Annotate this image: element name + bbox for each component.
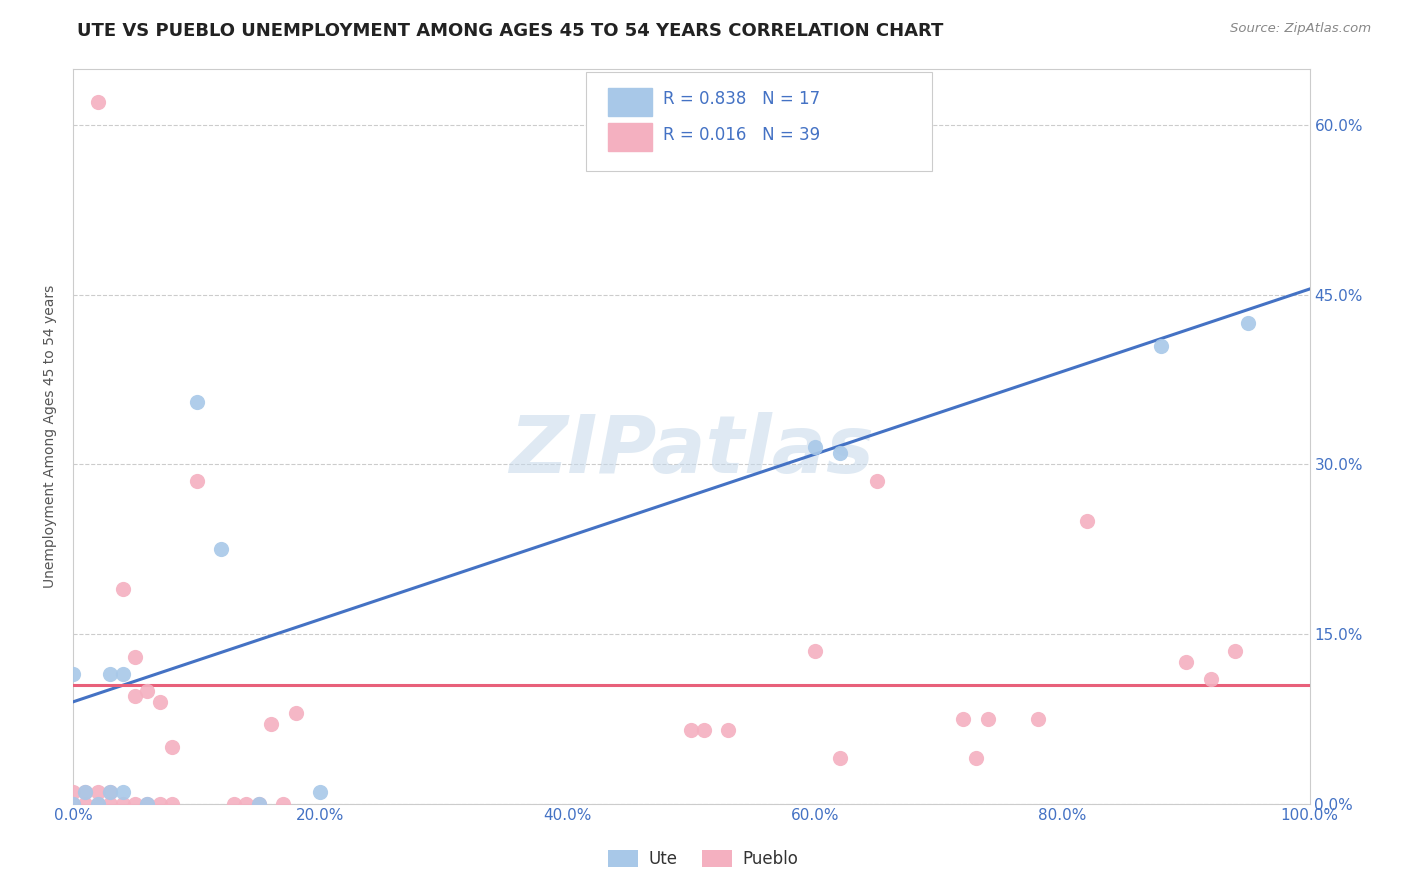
Point (98, 797, 121, 811)
Point (87, 797, 110, 811)
Point (828, 751, 851, 765)
Point (149, 695, 172, 709)
Point (98, 785, 121, 799)
Y-axis label: Unemployment Among Ages 45 to 54 years: Unemployment Among Ages 45 to 54 years (44, 285, 58, 588)
Legend: Ute, Pueblo: Ute, Pueblo (602, 843, 804, 875)
Point (977, 712, 1000, 726)
Point (804, 644, 827, 658)
Point (247, 797, 270, 811)
Point (87, 797, 110, 811)
Point (62, 785, 84, 799)
Point (952, 712, 974, 726)
Point (211, 542, 233, 557)
Point (111, 785, 134, 799)
Point (62, 797, 84, 811)
Point (75, 797, 97, 811)
Point (1174, 655, 1197, 669)
Point (186, 395, 208, 409)
FancyBboxPatch shape (586, 72, 932, 171)
Point (235, 797, 257, 811)
Point (160, 797, 183, 811)
Point (149, 797, 172, 811)
Point (247, 797, 270, 811)
Point (136, 797, 159, 811)
Text: UTE VS PUEBLO UNEMPLOYMENT AMONG AGES 45 TO 54 YEARS CORRELATION CHART: UTE VS PUEBLO UNEMPLOYMENT AMONG AGES 45… (77, 22, 943, 40)
Point (186, 475, 208, 489)
Point (124, 797, 146, 811)
Point (1199, 672, 1222, 686)
Point (1026, 712, 1049, 726)
Point (717, 723, 740, 738)
Point (692, 723, 714, 738)
Text: Source: ZipAtlas.com: Source: ZipAtlas.com (1230, 22, 1371, 36)
Point (111, 797, 134, 811)
Point (75, 785, 97, 799)
Point (111, 582, 134, 596)
Point (681, 723, 703, 738)
Point (75, 785, 97, 799)
Point (271, 797, 294, 811)
Text: R = 0.838   N = 17: R = 0.838 N = 17 (662, 90, 820, 109)
Point (62, 797, 84, 811)
Point (260, 717, 283, 731)
Bar (609, 88, 652, 116)
Bar (609, 123, 652, 151)
Point (804, 441, 827, 455)
Point (62, 666, 84, 681)
Text: R = 0.016   N = 39: R = 0.016 N = 39 (662, 126, 820, 144)
Point (866, 475, 889, 489)
Point (309, 785, 332, 799)
Point (965, 751, 987, 765)
Point (136, 797, 159, 811)
Point (1225, 644, 1247, 658)
Point (87, 95, 110, 110)
Point (828, 446, 851, 460)
Point (98, 785, 121, 799)
Text: ZIPatlas: ZIPatlas (509, 412, 873, 490)
Point (124, 649, 146, 664)
Point (1150, 338, 1173, 352)
Point (136, 683, 159, 698)
Point (160, 740, 183, 755)
Point (284, 706, 307, 720)
Point (1236, 316, 1258, 330)
Point (1076, 514, 1098, 528)
Point (111, 666, 134, 681)
Point (124, 689, 146, 703)
Point (222, 797, 245, 811)
Point (98, 666, 121, 681)
Point (87, 785, 110, 799)
